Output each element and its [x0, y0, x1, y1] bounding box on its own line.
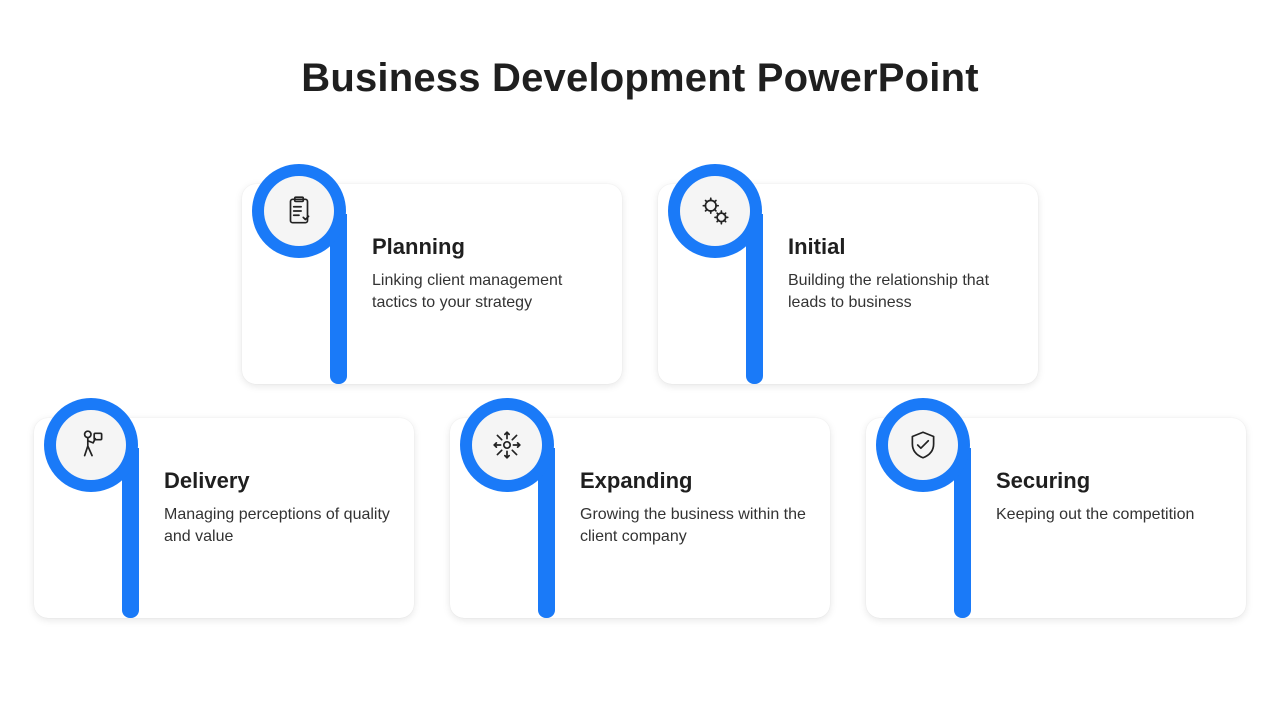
clipboard-check-icon	[264, 176, 334, 246]
slide-title: Business Development PowerPoint	[0, 56, 1280, 101]
card-desc: Managing perceptions of quality and valu…	[164, 504, 390, 547]
card-title: Delivery	[164, 468, 390, 494]
card-initial: Initial Building the relationship that l…	[658, 184, 1038, 384]
card-row-top: Planning Linking client management tacti…	[0, 184, 1280, 384]
card-securing: Securing Keeping out the competition	[866, 418, 1246, 618]
card-text: Expanding Growing the business within th…	[580, 468, 806, 547]
card-text: Securing Keeping out the competition	[996, 468, 1222, 526]
card-delivery: Delivery Managing perceptions of quality…	[34, 418, 414, 618]
shield-check-icon	[888, 410, 958, 480]
card-text: Initial Building the relationship that l…	[788, 234, 1014, 313]
card-title: Planning	[372, 234, 598, 260]
card-desc: Keeping out the competition	[996, 504, 1222, 526]
card-title: Initial	[788, 234, 1014, 260]
card-text: Planning Linking client management tacti…	[372, 234, 598, 313]
card-row-bottom: Delivery Managing perceptions of quality…	[0, 418, 1280, 618]
card-expanding: Expanding Growing the business within th…	[450, 418, 830, 618]
delivery-person-icon	[56, 410, 126, 480]
card-text: Delivery Managing perceptions of quality…	[164, 468, 390, 547]
card-title: Expanding	[580, 468, 806, 494]
card-desc: Linking client management tactics to you…	[372, 270, 598, 313]
card-desc: Growing the business within the client c…	[580, 504, 806, 547]
expand-arrows-icon	[472, 410, 542, 480]
card-desc: Building the relationship that leads to …	[788, 270, 1014, 313]
idea-gear-icon	[680, 176, 750, 246]
card-planning: Planning Linking client management tacti…	[242, 184, 622, 384]
card-title: Securing	[996, 468, 1222, 494]
slide: Business Development PowerPoint Planning…	[0, 0, 1280, 720]
